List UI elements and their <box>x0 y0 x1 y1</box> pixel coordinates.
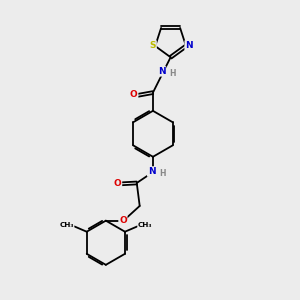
Text: N: N <box>148 167 155 176</box>
Text: CH₃: CH₃ <box>59 222 74 228</box>
Text: H: H <box>159 169 166 178</box>
Text: H: H <box>169 69 176 78</box>
Text: S: S <box>150 41 156 50</box>
Text: N: N <box>185 41 193 50</box>
Text: O: O <box>114 179 122 188</box>
Text: O: O <box>130 90 138 99</box>
Text: N: N <box>158 67 166 76</box>
Text: O: O <box>119 216 127 225</box>
Text: CH₃: CH₃ <box>138 222 152 228</box>
